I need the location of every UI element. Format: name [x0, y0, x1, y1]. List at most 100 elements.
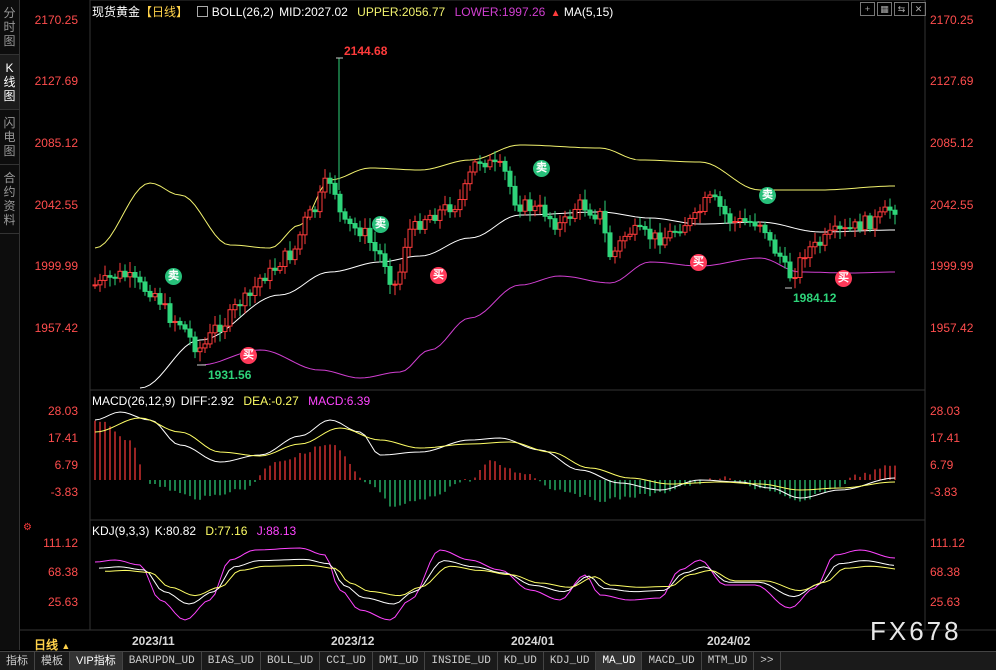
swap-icon[interactable]: ⇆: [894, 2, 909, 16]
candle-body: [632, 224, 638, 235]
kdj-d-line: [104, 564, 896, 597]
candle-body: [382, 253, 388, 268]
candle-body: [782, 255, 788, 263]
candle-body: [852, 221, 858, 229]
tab-kd[interactable]: KD_UD: [498, 652, 544, 670]
candle-body: [502, 160, 508, 172]
kline-chart[interactable]: [0, 0, 996, 650]
candle-body: [732, 221, 738, 224]
boll-lower: LOWER:1997.26: [454, 5, 546, 19]
price-axis-label-right: 1999.99: [930, 259, 974, 273]
kdj-j-line: [94, 547, 896, 621]
candle-body: [197, 347, 203, 353]
candle-body: [842, 227, 848, 230]
tab-intraday[interactable]: 分时图: [0, 0, 19, 55]
candle-body: [237, 304, 243, 307]
candle-body: [242, 292, 248, 307]
candle-body: [162, 303, 168, 306]
tab-cci[interactable]: CCI_UD: [320, 652, 373, 670]
kdj-k: K:80.82: [154, 524, 197, 538]
buy-signal: 买: [240, 347, 257, 364]
boll-label: BOLL(26,2): [211, 5, 274, 19]
candle-body: [442, 204, 448, 211]
candle-body: [107, 275, 113, 278]
add-icon[interactable]: +: [860, 2, 875, 16]
candle-body: [437, 209, 443, 221]
price-axis-label-right: 2170.25: [930, 13, 974, 27]
tab-kline[interactable]: K线图: [0, 55, 19, 110]
candle-body: [282, 250, 288, 268]
candle-body: [612, 250, 618, 258]
candle-body: [737, 218, 743, 223]
candle-body: [147, 290, 153, 298]
candle-body: [412, 221, 418, 230]
candle-body: [287, 250, 293, 261]
candle-body: [577, 199, 583, 210]
candle-body: [832, 225, 838, 231]
candle-body: [142, 281, 148, 292]
tab-vip-indicators[interactable]: VIP指标: [70, 652, 123, 670]
candle-body: [882, 206, 888, 213]
candle-body: [567, 216, 573, 219]
candle-body: [427, 214, 433, 221]
arrow-up-icon: ▲: [550, 8, 561, 19]
tab-kdj[interactable]: KDJ_UD: [544, 652, 597, 670]
macd-axis-label: 17.41: [47, 431, 78, 445]
candle-body: [762, 224, 768, 234]
macd-axis-label: -3.83: [50, 485, 78, 499]
candle-body: [127, 272, 133, 278]
candle-body: [157, 293, 163, 305]
tab-contract-info[interactable]: 合约资料: [0, 165, 19, 234]
buy-signal: 买: [430, 267, 447, 284]
macd-diff-line: [94, 411, 896, 499]
boll-mid-line: [139, 211, 895, 389]
candle-body: [187, 328, 193, 338]
candle-body: [802, 257, 808, 260]
candle-body: [522, 199, 528, 212]
candle-body: [262, 277, 268, 282]
price-axis-label: 1999.99: [34, 259, 78, 273]
candle-body: [182, 324, 188, 330]
candle-body: [702, 196, 708, 212]
candle-body: [377, 250, 383, 255]
grid-icon[interactable]: ▦: [877, 2, 892, 16]
candle-body: [482, 162, 488, 168]
tab-more[interactable]: >>: [754, 652, 781, 670]
tab-indicators[interactable]: 指标: [0, 652, 35, 670]
period-selector[interactable]: 日线 ▲: [34, 636, 70, 653]
price-axis-label: 2085.12: [34, 136, 78, 150]
candle-body: [602, 210, 608, 234]
tab-ma[interactable]: MA_UD: [596, 652, 643, 670]
tab-inside[interactable]: INSIDE_UD: [425, 652, 498, 670]
candle-body: [512, 185, 518, 206]
tab-dmi[interactable]: DMI_UD: [373, 652, 426, 670]
candle-body: [507, 170, 513, 187]
settings-icon[interactable]: ⚙: [23, 522, 32, 533]
candle-body: [122, 270, 128, 278]
candle-body: [582, 199, 588, 211]
tab-flash[interactable]: 闪电图: [0, 110, 19, 165]
macd-axis-label-right: 6.79: [930, 458, 954, 472]
tab-macd[interactable]: MACD_UD: [642, 652, 702, 670]
tab-templates[interactable]: 模板: [35, 652, 70, 670]
candle-body: [102, 275, 108, 281]
candle-body: [677, 231, 683, 234]
x-axis-label: 2023/12: [331, 634, 375, 648]
macd-value: MACD:6.39: [308, 394, 371, 408]
candle-body: [872, 216, 878, 230]
kdj-axis-label: 111.12: [43, 536, 78, 550]
tab-mtm[interactable]: MTM_UD: [702, 652, 755, 670]
candle-body: [472, 161, 478, 173]
macd-dea-line: [94, 417, 896, 491]
tab-boll[interactable]: BOLL_UD: [261, 652, 321, 670]
tab-bias[interactable]: BIAS_UD: [202, 652, 261, 670]
candle-body: [392, 283, 398, 286]
candle-body: [297, 234, 303, 250]
x-axis-label: 2024/02: [707, 634, 751, 648]
tab-barupdn[interactable]: BARUPDN_UD: [123, 652, 202, 670]
candle-body: [432, 214, 438, 221]
boll-mid: MID:2027.02: [279, 5, 348, 19]
macd-diff: DIFF:2.92: [180, 394, 235, 408]
sell-signal: 卖: [759, 187, 776, 204]
close-icon[interactable]: ✕: [911, 2, 926, 16]
